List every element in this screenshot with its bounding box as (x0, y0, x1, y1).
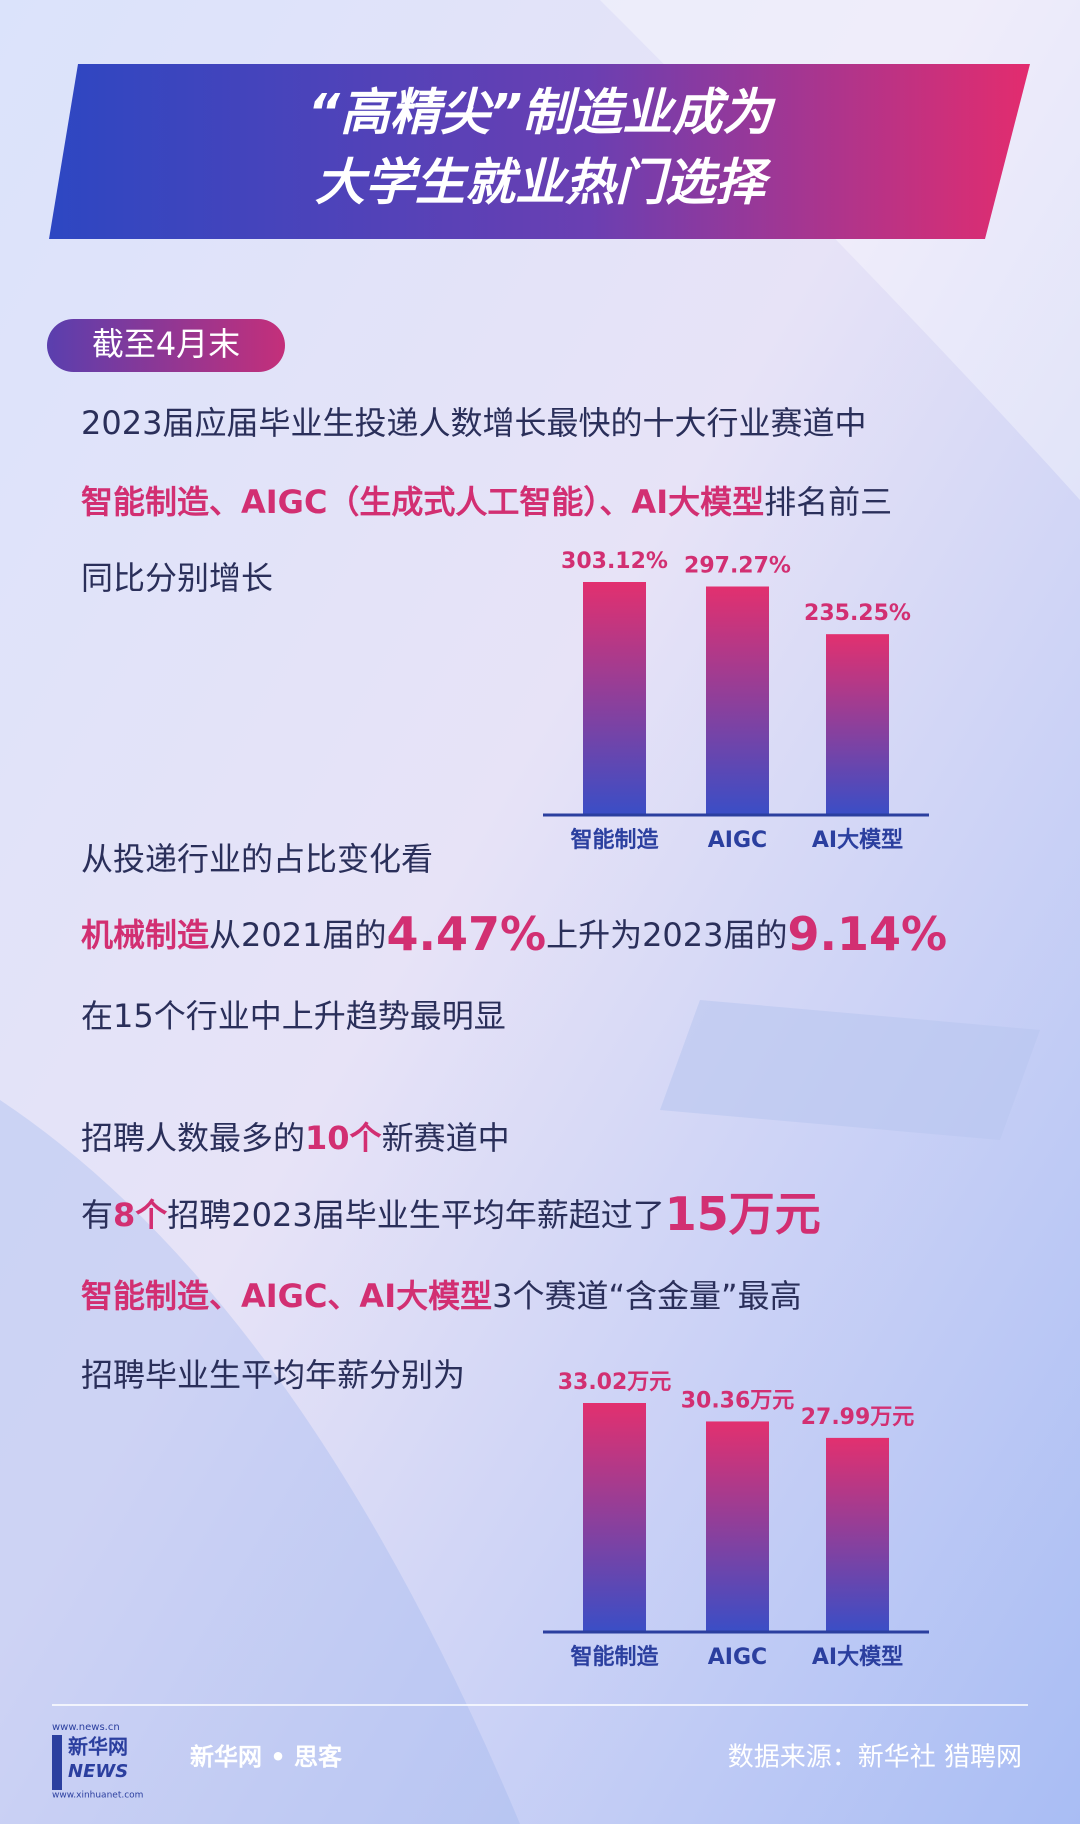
paragraph-line: 同比分别增长 (81, 559, 273, 597)
text-segment: 招聘2023届毕业生平均年薪超过了 (167, 1196, 664, 1234)
text-segment: 4.47% (386, 907, 546, 961)
paragraph-line: 招聘毕业生平均年薪分别为 (81, 1356, 465, 1394)
category-label: AIGC (708, 828, 767, 853)
paragraph-line: 智能制造、AIGC、AI大模型3个赛道“含金量”最高 (81, 1277, 802, 1315)
paragraph-line: 有8个招聘2023届毕业生平均年薪超过了15万元 (81, 1187, 821, 1241)
text-segment: 招聘毕业生平均年薪分别为 (81, 1356, 465, 1394)
category-label: AI大模型 (812, 1645, 903, 1670)
category-label: AI大模型 (812, 828, 903, 853)
text-segment: 在15个行业中上升趋势最明显 (81, 997, 506, 1035)
text-segment: 同比分别增长 (81, 559, 273, 597)
category-label: 智能制造 (570, 1644, 658, 1670)
bar (583, 582, 646, 815)
date-tag (47, 319, 285, 372)
text-segment: 有 (81, 1196, 113, 1234)
text-segment: 15万元 (665, 1187, 821, 1241)
category-label: 智能制造 (570, 827, 658, 853)
text-segment: 从2021届的 (209, 916, 386, 954)
value-label: 30.36万元 (681, 1388, 795, 1413)
paragraph-line: 从投递行业的占比变化看 (81, 840, 433, 878)
logo-bar (52, 1735, 62, 1790)
bar (583, 1403, 646, 1632)
logo-url2: www.xinhuanet.com (52, 1791, 143, 1801)
logo-news: NEWS (68, 1761, 128, 1782)
value-label: 297.27% (684, 553, 791, 578)
decor-table (660, 1000, 1040, 1140)
logo-url: www.news.cn (52, 1722, 120, 1733)
text-segment: 9.14% (788, 907, 948, 961)
logo-name: 新华网 (68, 1735, 128, 1759)
brand: 新华网 • 思客 (190, 1743, 343, 1771)
text-segment: 10个 (305, 1119, 382, 1157)
text-segment: 3个赛道“含金量”最高 (492, 1277, 802, 1315)
source: 数据来源：新华社 猎聘网 (728, 1743, 1022, 1773)
title-line: “高精尖”制造业成为 (308, 84, 776, 142)
text-segment: 智能制造、AIGC（生成式人工智能）、AI大模型 (81, 483, 764, 521)
bar (706, 1421, 769, 1632)
paragraph-line: 机械制造从2021届的4.47%上升为2023届的9.14% (81, 907, 947, 961)
value-label: 33.02万元 (558, 1370, 672, 1395)
title-line: 大学生就业热门选择 (315, 154, 772, 212)
text-segment: 招聘人数最多的 (81, 1119, 305, 1157)
text-segment: 上升为2023届的 (546, 916, 787, 954)
bar (706, 586, 769, 815)
text-segment: 新赛道中 (382, 1119, 510, 1157)
decor (0, 1100, 520, 1824)
bar (826, 1437, 889, 1632)
value-label: 235.25% (804, 601, 911, 626)
paragraph-line: 智能制造、AIGC（生成式人工智能）、AI大模型排名前三 (81, 483, 892, 521)
text-segment: 从投递行业的占比变化看 (81, 840, 433, 878)
paragraph-line: 2023届应届毕业生投递人数增长最快的十大行业赛道中 (81, 404, 866, 442)
text-segment: 机械制造 (81, 916, 209, 954)
category-label: AIGC (708, 1645, 767, 1670)
text-segment: 2023届应届毕业生投递人数增长最快的十大行业赛道中 (81, 404, 866, 442)
text-segment: 智能制造、AIGC、AI大模型 (81, 1277, 492, 1315)
date-tag-text: 截至4月末 (92, 325, 240, 363)
text-segment: 排名前三 (764, 483, 892, 521)
paragraph-line: 招聘人数最多的10个新赛道中 (81, 1119, 510, 1157)
value-label: 303.12% (561, 549, 668, 574)
title-banner (49, 64, 1030, 239)
value-label: 27.99万元 (801, 1405, 915, 1430)
text-segment: 8个 (113, 1196, 167, 1234)
bar (826, 634, 889, 815)
paragraph-line: 在15个行业中上升趋势最明显 (81, 997, 506, 1035)
